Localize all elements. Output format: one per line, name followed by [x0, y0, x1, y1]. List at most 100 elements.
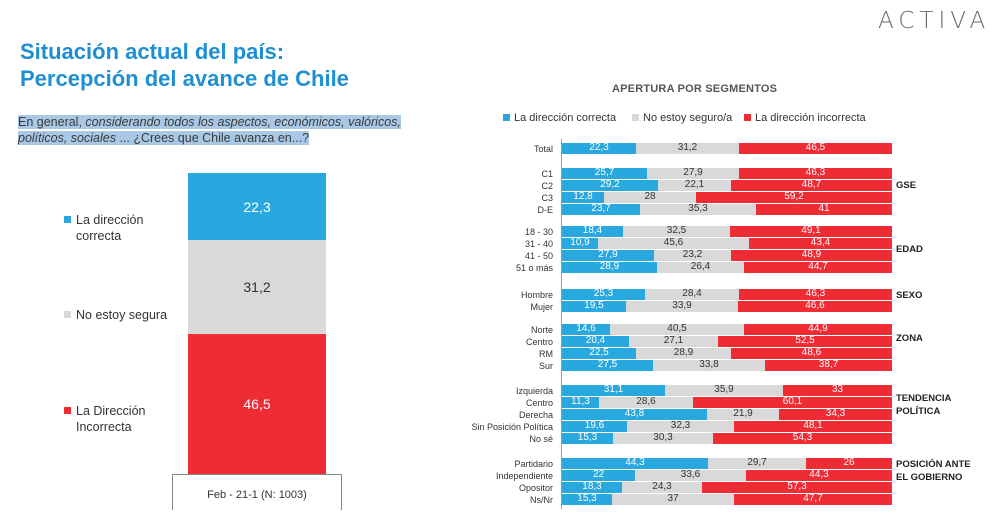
segment-row-label: D-E — [537, 205, 554, 215]
segment-bar-no-seguro: 26,4 — [657, 262, 744, 273]
segment-bar-correcta: 15,3 — [562, 433, 613, 444]
segment-bar-no-seguro: 28,4 — [645, 289, 739, 300]
segment-value-label: 23,2 — [682, 250, 703, 261]
segment-bar-correcta: 20,4 — [562, 336, 629, 347]
segment-bar-correcta: 19,6 — [562, 421, 627, 432]
legend-swatch-correcta — [503, 114, 510, 121]
segment-row-label: 18 - 30 — [524, 227, 553, 237]
segment-bar-no-seguro: 30,3 — [613, 433, 713, 444]
segment-value-label: 22,5 — [589, 348, 609, 359]
segment-value-label: 59,2 — [784, 192, 804, 203]
legend-swatch-no-seguro — [632, 114, 639, 121]
segment-bar-incorrecta: 48,7 — [731, 180, 892, 191]
legend-incorrecta-label: La Dirección Incorrecta — [76, 404, 146, 434]
segment-bar-incorrecta: 52,5 — [718, 336, 892, 347]
segment-value-label: 24,3 — [652, 482, 672, 493]
segment-value-label: 27,1 — [663, 336, 684, 347]
segment-bar-correcta: 22 — [562, 470, 635, 481]
bar-value-label: 22,3 — [243, 198, 271, 215]
segment-value-label: 44,3 — [625, 458, 645, 469]
segment-value-label: 33,9 — [672, 301, 692, 312]
segment-value-label: 10,9 — [570, 238, 590, 249]
segment-bar-incorrecta: 46,5 — [739, 143, 892, 154]
segment-value-label: 27,9 — [683, 168, 703, 179]
segments-axis-line — [561, 139, 562, 509]
segment-bar-correcta: 44,3 — [562, 458, 708, 469]
segment-value-label: 38,7 — [818, 360, 839, 371]
segment-value-label: 21,9 — [733, 409, 753, 420]
segment-value-label: 40,5 — [667, 324, 687, 335]
segment-bar-correcta: 10,9 — [562, 238, 598, 249]
segment-value-label: 28,6 — [636, 397, 656, 408]
segments-legend-correcta-label: La dirección correcta — [514, 112, 617, 124]
segment-value-label: 43,8 — [624, 409, 645, 420]
segment-value-label: 12,8 — [573, 192, 593, 203]
segment-bar-incorrecta: 48,1 — [734, 421, 892, 432]
segment-value-label: 46,3 — [805, 289, 826, 300]
segment-bar-no-seguro: 35,3 — [640, 204, 756, 215]
segment-value-label: 28,4 — [682, 289, 702, 300]
segment-value-label: 57,3 — [787, 482, 807, 493]
segment-value-label: 15,3 — [577, 494, 597, 505]
question-part-1: En general, — [18, 115, 86, 129]
segment-row-label: Sin Posición Política — [471, 422, 553, 432]
segment-bar-no-seguro: 23,2 — [654, 250, 731, 261]
segment-bar-correcta: 31,1 — [562, 385, 665, 396]
segment-value-label: 22,3 — [589, 143, 609, 154]
segment-row-label: Izquierda — [515, 386, 553, 396]
segment-value-label: 19,6 — [584, 421, 605, 432]
segment-bar-no-seguro: 28 — [604, 192, 696, 203]
segment-bar-incorrecta: 44,3 — [746, 470, 892, 481]
segments-legend-incorrecta: La dirección incorrecta — [744, 112, 866, 124]
segment-bar-incorrecta: 34,3 — [779, 409, 892, 420]
left-chart-caption: Feb - 21-1 (N: 1003) — [207, 489, 307, 501]
segment-bar-no-seguro: 40,5 — [610, 324, 744, 335]
segment-row-label: Centro — [525, 337, 553, 347]
segment-row-label: Derecha — [518, 410, 553, 420]
segment-bar-no-seguro: 21,9 — [707, 409, 779, 420]
segment-value-label: 26,4 — [690, 262, 711, 273]
segment-row-label: Hombre — [520, 290, 553, 300]
segment-value-label: 27,5 — [597, 360, 618, 371]
question-part-2: considerando todos los aspectos, económi… — [85, 115, 401, 129]
segment-value-label: 15,3 — [577, 433, 598, 444]
segment-value-label: 45,6 — [663, 238, 684, 249]
segment-value-label: 48,7 — [801, 180, 822, 191]
segment-value-label: 28,9 — [599, 262, 620, 273]
segment-bar-incorrecta: 59,2 — [696, 192, 892, 203]
segment-value-label: 49,1 — [801, 226, 821, 237]
segment-value-label: 18,3 — [582, 482, 602, 493]
bar-value-label: 31,2 — [243, 279, 271, 295]
segment-row-label: Ns/Nr — [530, 495, 553, 505]
segment-row-label: Sur — [538, 361, 553, 371]
segment-bar-incorrecta: 26 — [806, 458, 892, 469]
left-axis-baseline — [172, 474, 342, 475]
segment-bar-correcta: 27,9 — [562, 250, 654, 261]
segment-bar-no-seguro: 45,6 — [598, 238, 749, 249]
segment-value-label: 48,9 — [801, 250, 822, 261]
segment-bar-no-seguro: 28,9 — [636, 348, 731, 359]
segment-value-label: 46,5 — [805, 143, 826, 154]
segment-row-label: Opositor — [518, 483, 553, 493]
segment-bar-no-seguro: 35,9 — [665, 385, 783, 396]
segment-bar-incorrecta: 46,6 — [738, 301, 892, 312]
segment-bar-no-seguro: 29,7 — [708, 458, 806, 469]
segment-value-label: 43,4 — [810, 238, 831, 249]
segment-group-label: POSICIÓN ANTE EL GOBIERNO — [896, 459, 971, 483]
segment-value-label: 29,2 — [600, 180, 620, 191]
segment-value-label: 35,9 — [714, 385, 734, 396]
segment-value-label: 18,4 — [582, 226, 603, 237]
segment-value-label: 31,1 — [603, 385, 624, 396]
segment-bar-correcta: 18,4 — [562, 226, 623, 237]
legend-swatch-no-segura — [64, 311, 71, 318]
segment-value-label: 46,6 — [805, 301, 825, 312]
segment-bar-incorrecta: 48,9 — [731, 250, 892, 261]
segment-value-label: 33,6 — [680, 470, 701, 481]
segment-value-label: 33,8 — [699, 360, 719, 371]
segment-bar-no-seguro: 32,3 — [627, 421, 734, 432]
segment-group-label: TENDENCIA POLÍTICA — [896, 393, 952, 417]
title-line-1: Situación actual del país: — [20, 39, 285, 64]
segment-row-label: 41 - 50 — [524, 251, 553, 261]
segment-value-label: 47,7 — [803, 494, 823, 505]
segment-bar-correcta: 23,7 — [562, 204, 640, 215]
